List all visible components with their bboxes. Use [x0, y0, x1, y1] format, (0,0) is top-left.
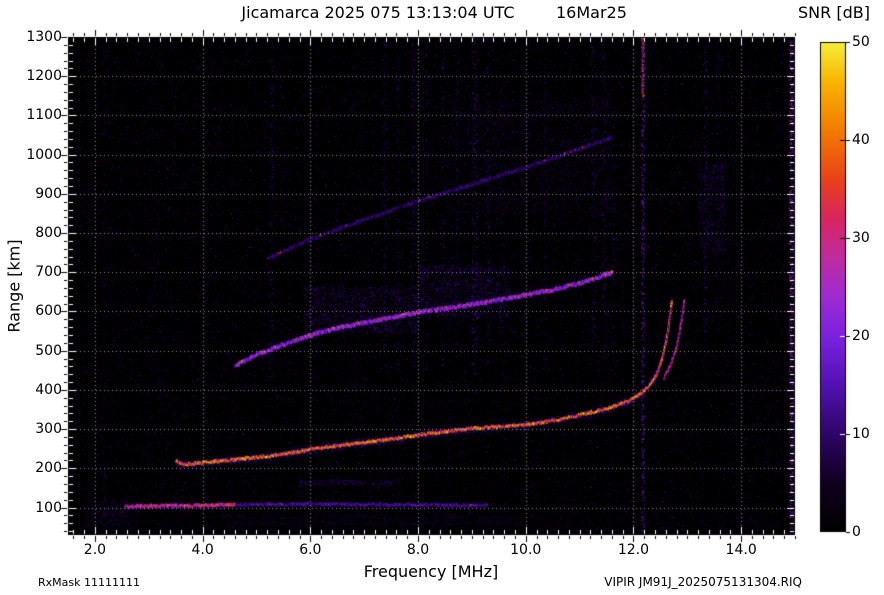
x-tick-label: 12.0 — [617, 542, 650, 558]
colorbar-tick-label: 20 — [852, 328, 870, 344]
x-tick-label: 2.0 — [83, 542, 107, 558]
colorbar-tick-label: 40 — [852, 132, 870, 148]
x-tick-label: 8.0 — [406, 542, 430, 558]
x-tick-label: 4.0 — [191, 542, 214, 558]
y-tick-label: 200 — [35, 460, 62, 477]
y-tick-label: 1000 — [26, 146, 62, 163]
y-tick-label: 1100 — [26, 107, 62, 124]
y-tick-label: 600 — [35, 303, 62, 320]
y-tick-label: 400 — [35, 381, 62, 398]
colorbar-tick-label: 30 — [852, 230, 870, 246]
colorbar-tick-label: 50 — [852, 34, 870, 50]
plot-date: 16Mar25 — [556, 3, 627, 22]
x-tick-label: 10.0 — [510, 542, 542, 558]
x-tick-label: 6.0 — [299, 542, 322, 558]
y-tick-label: 900 — [35, 185, 62, 202]
y-tick-label: 1200 — [26, 68, 62, 85]
file-id-label: VIPIR JM91J_2025075131304.RIQ — [604, 575, 802, 589]
colorbar-title: SNR [dB] — [798, 3, 870, 22]
plot-title: Jicamarca 2025 075 13:13:04 UTC — [241, 3, 515, 22]
colorbar-tick-label: 0 — [852, 524, 861, 540]
y-tick-label: 800 — [35, 225, 62, 242]
y-tick-label: 1300 — [26, 29, 62, 45]
y-axis-label: Range [km] — [4, 239, 24, 333]
rxmask-label: RxMask 11111111 — [38, 576, 140, 589]
x-axis-label: Frequency [MHz] — [363, 562, 499, 581]
y-tick-label: 300 — [35, 421, 62, 438]
y-tick-label: 500 — [35, 342, 62, 359]
x-tick-label: 14.0 — [725, 542, 757, 558]
y-tick-label: 700 — [35, 264, 62, 281]
colorbar-tick-label: 10 — [852, 426, 870, 442]
y-tick-label: 100 — [35, 499, 62, 516]
